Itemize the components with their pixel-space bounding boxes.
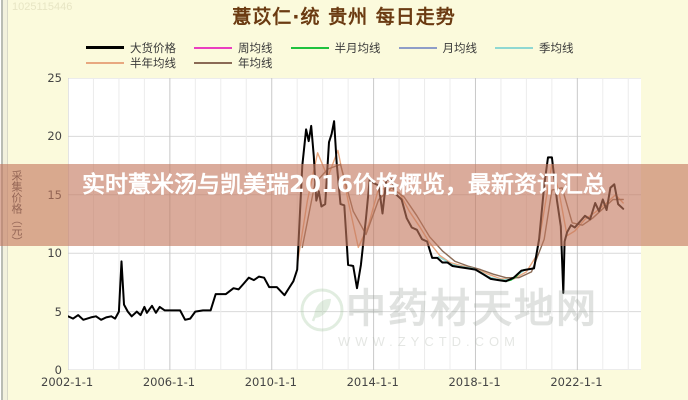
x-tick-label: 2014-1-1 [346,375,399,389]
x-tick-label: 2002-1-1 [41,375,94,389]
legend-swatch-icon [398,46,437,49]
legend-item-2[interactable]: 半月均线 [290,40,381,56]
legend-label: 半月均线 [334,40,381,55]
legend-swatch-icon [194,46,232,49]
legend-item-3[interactable]: 月均线 [398,40,478,56]
legend-label: 半年均线 [130,55,176,70]
legend-item-5[interactable]: 半年均线 [86,55,176,71]
y-tick-label: 5 [54,304,62,319]
legend-swatch-icon [495,46,533,49]
chart-title: 薏苡仁·统 贵州 每日走势 [232,6,456,28]
legend-label: 周均线 [238,40,273,55]
legend-label: 季均线 [539,40,574,55]
legend-item-6[interactable]: 年均线 [194,55,273,71]
overlay-banner-text: 实时薏米汤与凯美瑞2016价格概览，最新资讯汇总 [81,172,606,198]
y-tick-label: 25 [47,71,62,85]
legend-swatch-icon [194,61,232,64]
x-tick-label: 2006-1-1 [142,375,196,389]
overlay-banner [0,164,688,246]
legend-swatch-icon [290,46,329,49]
legend-swatch-icon [86,61,124,64]
x-tick-label: 2022-1-1 [550,375,603,389]
legend-swatch-icon [86,46,124,49]
legend-item-0[interactable]: 大货价格 [86,40,176,56]
y-tick-label: 0 [54,363,62,377]
legend-label: 年均线 [238,55,273,70]
chart-id-label: 1025115446 [12,1,73,13]
legend-item-4[interactable]: 季均线 [495,40,574,56]
legend-row-2: 半年均线 年均线 [86,55,666,70]
legend-item-1[interactable]: 周均线 [194,40,273,56]
y-tick-label: 20 [47,129,62,144]
chart-legend: 大货价格 周均线 半月均线 月均线 季均线 半年均线 [86,40,666,70]
x-tick-label: 2018-1-1 [448,375,501,389]
legend-row-1: 大货价格 周均线 半月均线 月均线 季均线 [86,40,666,55]
x-tick-label: 2010-1-1 [244,375,297,389]
y-tick-label: 10 [47,246,62,261]
legend-label: 大货价格 [130,40,176,55]
legend-label: 月均线 [442,40,478,55]
